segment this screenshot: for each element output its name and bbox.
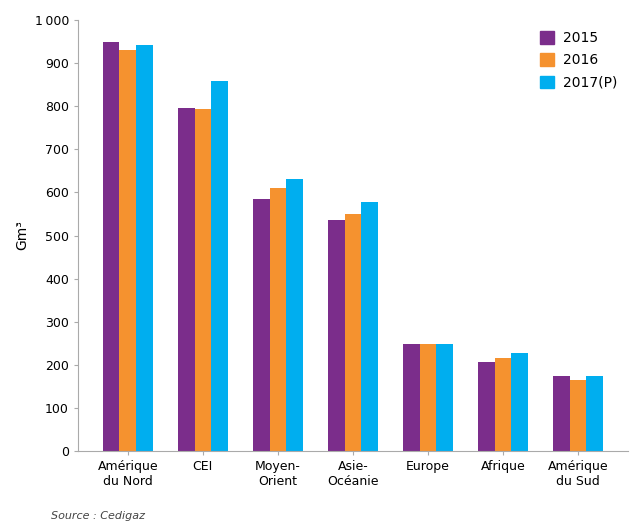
Bar: [345, 214, 361, 451]
Text: Source : Cedigaz: Source : Cedigaz: [51, 511, 145, 521]
Bar: [120, 50, 136, 451]
Bar: [286, 179, 303, 451]
Bar: [437, 344, 453, 451]
Bar: [328, 221, 345, 451]
Bar: [478, 362, 495, 451]
Bar: [586, 376, 603, 451]
Bar: [269, 188, 286, 451]
Bar: [253, 199, 269, 451]
Bar: [211, 81, 228, 451]
Bar: [136, 45, 152, 451]
Bar: [103, 41, 120, 451]
Bar: [570, 380, 586, 451]
Bar: [195, 109, 211, 451]
Bar: [361, 202, 377, 451]
Bar: [178, 108, 195, 451]
Bar: [403, 344, 420, 451]
Bar: [420, 344, 437, 451]
Legend: 2015, 2016, 2017(P): 2015, 2016, 2017(P): [536, 27, 621, 94]
Bar: [511, 353, 528, 451]
Y-axis label: Gm³: Gm³: [15, 221, 29, 250]
Bar: [554, 376, 570, 451]
Bar: [495, 358, 511, 451]
